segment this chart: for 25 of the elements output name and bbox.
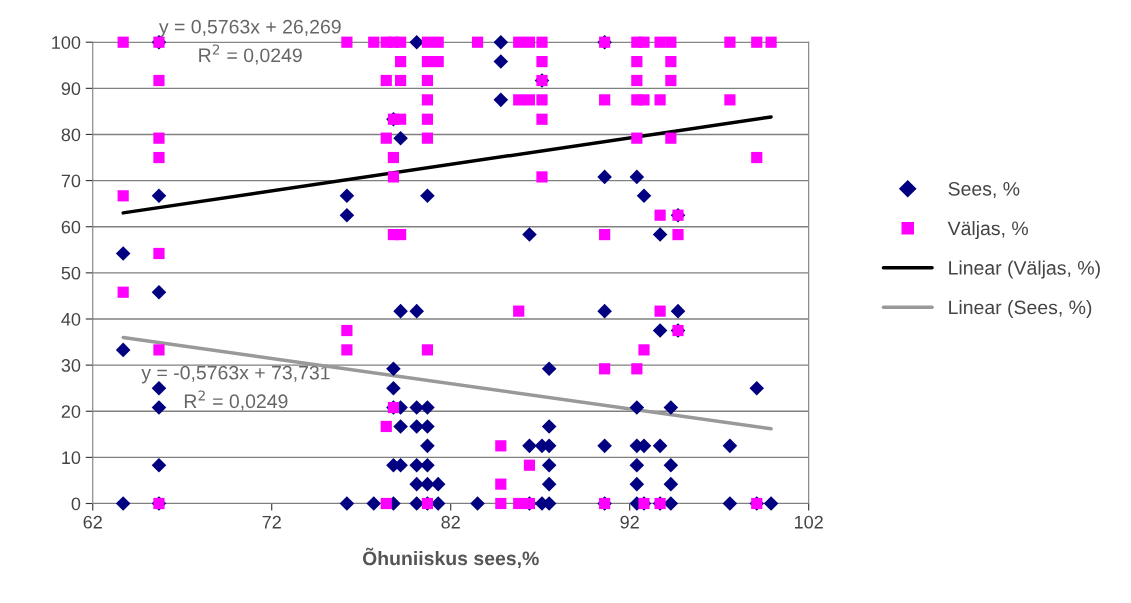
y-tick-label: 100: [52, 36, 81, 49]
x-tick-label: 62: [83, 515, 102, 529]
y-tick-label: 70: [61, 174, 81, 188]
x-tick-label: 72: [262, 515, 281, 529]
y-tick-label: 50: [61, 266, 81, 280]
y-tick-label: 40: [61, 312, 81, 326]
x-tick-label: 102: [794, 515, 823, 529]
y-tick-label: 60: [61, 220, 81, 234]
x-tick-label: 92: [620, 515, 639, 529]
text: y = 0,5763x + 26,269: [158, 19, 341, 38]
y-tick-label: 20: [61, 405, 81, 418]
y-tick-label: 90: [61, 82, 81, 96]
legend-label: Väljas, %: [947, 220, 1028, 240]
y-tick-label: 80: [61, 128, 81, 142]
legend-label: Sees, %: [948, 181, 1020, 199]
y-tick-label: 30: [61, 359, 81, 372]
legend-label: Linear (Väljas, %): [949, 260, 1100, 279]
annotation: R$^{2}$ = 0,0249: [184, 390, 288, 411]
y-tick-label: 10: [62, 451, 81, 465]
x-axis-title: Õhuniiskus sees,%: [362, 547, 539, 569]
y-tick-label: 0: [71, 497, 81, 511]
legend-label: Linear (Sees, %): [949, 300, 1092, 319]
x-tick-label: 82: [441, 515, 460, 529]
annotation: y = -0,5763x + 73,731: [141, 365, 330, 384]
annotation: R$^{2}$ = 0,0249: [199, 44, 302, 65]
